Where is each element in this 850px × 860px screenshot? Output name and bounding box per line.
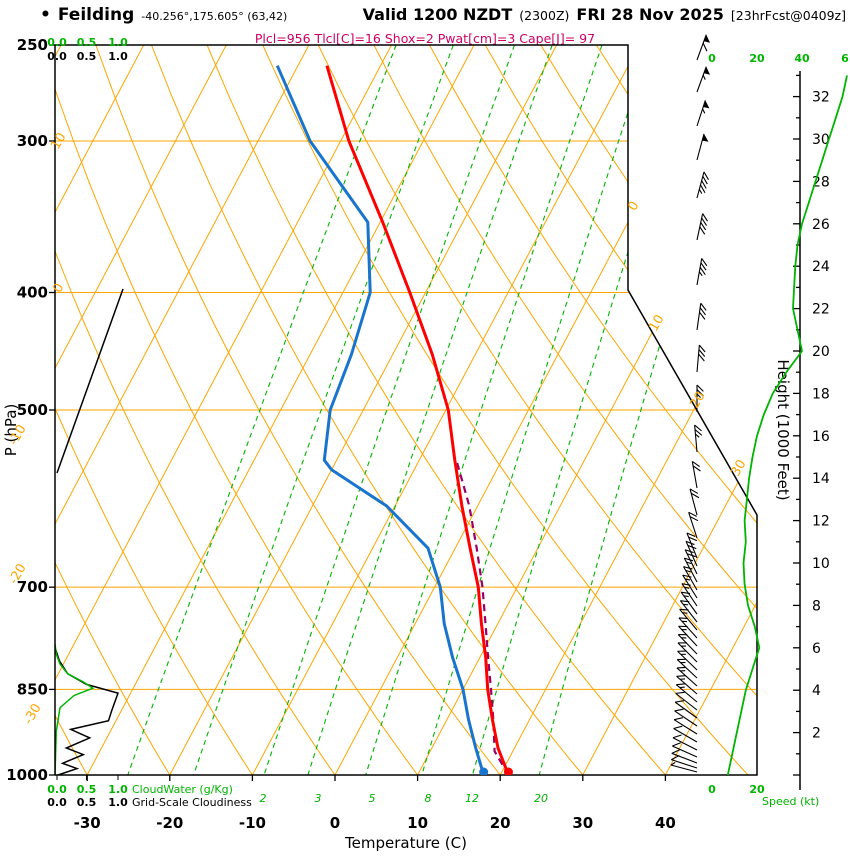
height-tick-label: 22 — [812, 302, 830, 318]
pressure-axis-title: P (hPa) — [2, 404, 20, 457]
height-tick-label: 26 — [812, 217, 830, 233]
cloudwater-scale-top: 0.0 — [47, 36, 67, 49]
isotherm-edge-label: 20 — [687, 389, 708, 411]
speed-curve — [726, 75, 848, 776]
height-tick-label: 30 — [812, 132, 830, 148]
cloudiness-scale-bottom: 0.0 — [47, 796, 67, 809]
pressure-tick-label: 250 — [17, 36, 48, 54]
height-tick-label: 10 — [812, 556, 830, 572]
surface-dewpoint-dot — [479, 767, 489, 775]
cloudwater-curve — [55, 644, 95, 775]
isotherm-edge-label: 30 — [728, 457, 749, 479]
temp-tick-label: -30 — [74, 814, 101, 832]
valid-utc: (2300Z) — [519, 8, 570, 23]
station-coords: -40.256°,175.605° (63,42) — [141, 10, 288, 23]
cloudiness-scale-top: 0.0 — [47, 50, 67, 63]
valid-date: FRI 28 Nov 2025 — [576, 5, 724, 24]
cloudwater-legend: CloudWater (g/Kg) — [132, 783, 233, 796]
height-tick-label: 8 — [812, 598, 821, 614]
cloudiness-scale-top: 1.0 — [108, 50, 128, 63]
temp-tick-label: 30 — [572, 814, 593, 832]
height-tick-label: 16 — [812, 429, 830, 445]
cloudwater-scale-top: 0.5 — [77, 36, 97, 49]
pressure-tick-label: 850 — [17, 680, 48, 698]
cloudiness-scale-top: 0.5 — [77, 50, 97, 63]
temperature-axis-title: Temperature (C) — [344, 834, 467, 852]
cloud-profiles — [55, 644, 119, 775]
height-tick-label: 12 — [812, 514, 830, 530]
pressure-tick-label: 700 — [17, 578, 48, 596]
cloudiness-scale-bottom: 1.0 — [108, 796, 128, 809]
cloudiness-scale-bottom: 0.5 — [77, 796, 97, 809]
mixing-ratio-label: 20 — [534, 792, 548, 805]
mixing-ratio-label: 5 — [369, 792, 376, 805]
speed-scale-bottom: 0 — [708, 783, 716, 796]
adiabat-edge-label: 10 — [48, 130, 69, 152]
height-tick-label: 18 — [812, 386, 830, 402]
height-tick-label: 2 — [812, 726, 821, 742]
wind-barbs — [670, 34, 711, 773]
dewpoint-curve — [275, 65, 486, 775]
speed-scale-bottom: 20 — [749, 783, 765, 796]
height-tick-label: 24 — [812, 259, 830, 275]
adiabat-edge-label: 0 — [50, 281, 67, 296]
valid-time: Valid 1200 NZDT — [362, 5, 513, 24]
temp-tick-label: -20 — [156, 814, 183, 832]
stability-indices: Plcl=956 Tlcl[C]=16 Shox=2 Pwat[cm]=3 Ca… — [254, 31, 596, 46]
station-bullet: • — [40, 5, 51, 25]
mixing-ratio-label: 3 — [315, 792, 322, 805]
isotherm-edge-label: 10 — [646, 312, 667, 334]
height-tick-label: 14 — [812, 471, 830, 487]
skewt-grid — [55, 45, 757, 775]
cloudwater-scale-bottom: 0.5 — [77, 783, 97, 796]
corner-scales: 0.00.00.00.00.50.50.50.51.01.01.01.0Clou… — [47, 36, 849, 809]
parcel-curve — [455, 459, 510, 775]
temp-tick-label: 0 — [330, 814, 340, 832]
height-tick-label: 20 — [812, 344, 830, 360]
wind-speed-curve — [726, 75, 848, 776]
mixing-ratio-label: 8 — [425, 792, 432, 805]
header: • Feilding -40.256°,175.605° (63,42) Val… — [0, 5, 846, 25]
temp-tick-label: 40 — [655, 814, 676, 832]
surface-temp-dot — [503, 767, 513, 775]
height-tick-label: 4 — [812, 683, 821, 699]
cloudwater-scale-bottom: 0.0 — [47, 783, 67, 796]
pressure-tick-label: 1000 — [6, 766, 48, 784]
cloudiness-legend: Grid-Scale Cloudiness — [132, 796, 252, 809]
speed-scale-top: 20 — [749, 52, 765, 65]
height-tick-label: 32 — [812, 90, 830, 106]
speed-scale-top: 40 — [794, 52, 810, 65]
mixing-ratio-label: 2 — [260, 792, 267, 805]
speed-scale-top: 6 — [841, 52, 849, 65]
speed-legend: Speed (kt) — [762, 795, 819, 808]
height-axis-title: Height (1000 Feet) — [774, 359, 792, 500]
pressure-tick-label: 400 — [17, 283, 48, 301]
cloudwater-scale-bottom: 1.0 — [108, 783, 128, 796]
forecast-tag: [23hrFcst@0409z] — [730, 8, 846, 23]
station-name: Feilding — [57, 5, 135, 25]
temp-tick-label: 20 — [490, 814, 511, 832]
mixing-ratio-label: 12 — [465, 792, 479, 805]
height-tick-label: 6 — [812, 641, 821, 657]
temp-tick-label: 10 — [407, 814, 428, 832]
sounding-profiles — [275, 65, 513, 775]
adiabat-edge-label: -30 — [21, 701, 45, 727]
pressure-tick-label: 300 — [17, 132, 48, 150]
pressure-tick-label: 500 — [17, 401, 48, 419]
temp-tick-label: -10 — [239, 814, 266, 832]
temperature-curve — [325, 65, 510, 775]
speed-scale-top: 0 — [708, 52, 716, 65]
cloudwater-scale-top: 1.0 — [108, 36, 128, 49]
